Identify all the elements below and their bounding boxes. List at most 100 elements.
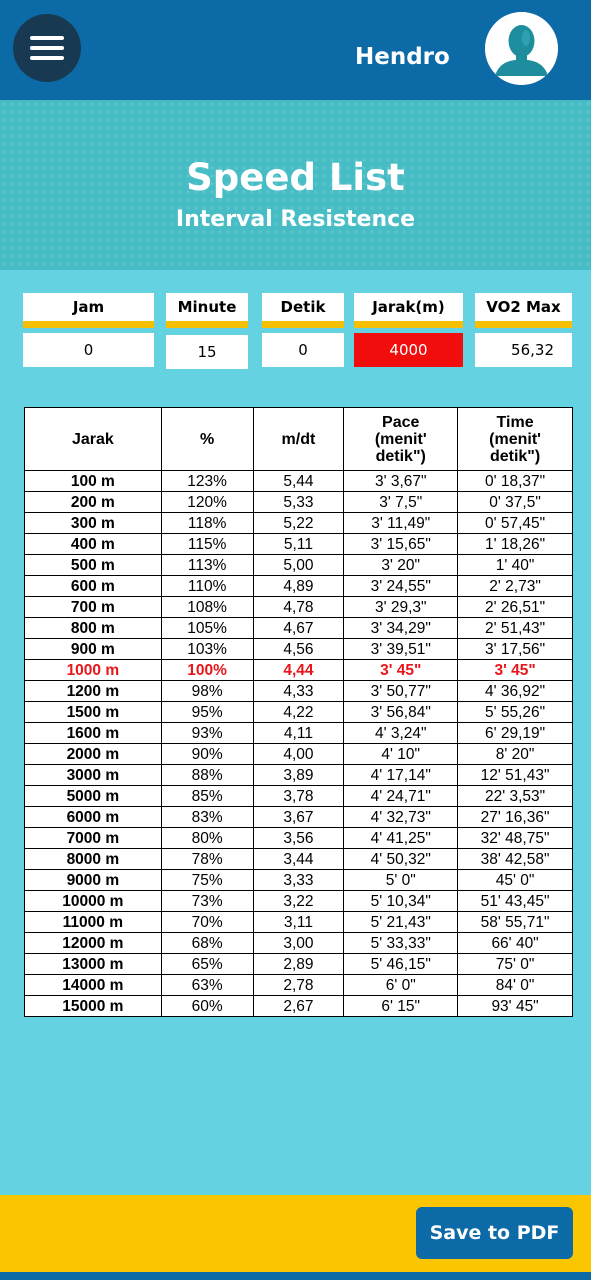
jam-field[interactable]: 0 xyxy=(23,333,154,367)
save-to-pdf-button[interactable]: Save to PDF xyxy=(416,1207,573,1259)
table-cell: 110% xyxy=(160,575,254,597)
table-cell: 3' 56,84" xyxy=(343,701,459,723)
table-cell: 11000 m xyxy=(24,911,162,933)
table-cell: 6000 m xyxy=(24,806,162,828)
table-cell: 400 m xyxy=(24,533,162,555)
speed-table: Jarak % m/dt Pace (menit' detik") Time (… xyxy=(24,407,573,1017)
table-cell: 3' 29,3" xyxy=(343,596,459,618)
table-cell: 45' 0" xyxy=(457,869,573,891)
table-cell: 3,22 xyxy=(252,890,345,912)
table-cell: 15000 m xyxy=(24,995,162,1017)
table-cell: 14000 m xyxy=(24,974,162,996)
username: Hendro xyxy=(355,44,450,70)
table-cell: 2,89 xyxy=(252,953,345,975)
table-cell: 75' 0" xyxy=(457,953,573,975)
table-cell: 118% xyxy=(160,512,254,534)
table-cell: 10000 m xyxy=(24,890,162,912)
table-cell: 32' 48,75" xyxy=(457,827,573,849)
table-cell: 93% xyxy=(160,722,254,744)
table-cell: 3,11 xyxy=(252,911,345,933)
table-cell: 98% xyxy=(160,680,254,702)
table-cell: 500 m xyxy=(24,554,162,576)
table-cell: 0' 57,45" xyxy=(457,512,573,534)
page-banner: Speed List Interval Resistence xyxy=(0,100,591,270)
minute-header: Minute xyxy=(166,293,248,328)
table-cell: 5,33 xyxy=(252,491,345,513)
table-cell: 58' 55,71" xyxy=(457,911,573,933)
table-cell: 3,78 xyxy=(252,785,345,807)
table-cell: 5' 10,34" xyxy=(343,890,459,912)
table-cell: 90% xyxy=(160,743,254,765)
app-header: Hendro xyxy=(0,0,591,100)
table-cell: 3' 39,51" xyxy=(343,638,459,660)
table-cell: 3' 15,65" xyxy=(343,533,459,555)
table-row: 8000 m 78% 3,44 4' 50,32" 38' 42,58" xyxy=(24,848,573,870)
column-header: Jarak xyxy=(24,407,162,471)
table-cell: 5' 55,26" xyxy=(457,701,573,723)
table-cell: 5000 m xyxy=(24,785,162,807)
table-row: 9000 m 75% 3,33 5' 0" 45' 0" xyxy=(24,869,573,891)
table-cell: 6' 29,19" xyxy=(457,722,573,744)
user-avatar-icon[interactable] xyxy=(485,12,558,85)
table-cell: 800 m xyxy=(24,617,162,639)
table-row: 2000 m 90% 4,00 4' 10" 8' 20" xyxy=(24,743,573,765)
table-cell: 4' 17,14" xyxy=(343,764,459,786)
table-cell: 1' 40" xyxy=(457,554,573,576)
table-row: 900 m 103% 4,56 3' 39,51" 3' 17,56" xyxy=(24,638,573,660)
detik-field[interactable]: 0 xyxy=(262,333,344,367)
table-row: 11000 m 70% 3,11 5' 21,43" 58' 55,71" xyxy=(24,911,573,933)
table-cell: 3' 20" xyxy=(343,554,459,576)
table-cell: 1200 m xyxy=(24,680,162,702)
table-cell: 4,89 xyxy=(252,575,345,597)
table-row: 5000 m 85% 3,78 4' 24,71" 22' 3,53" xyxy=(24,785,573,807)
table-cell: 66' 40" xyxy=(457,932,573,954)
table-cell: 600 m xyxy=(24,575,162,597)
table-cell: 3' 17,56" xyxy=(457,638,573,660)
bottom-strip xyxy=(0,1272,591,1280)
table-cell: 3' 45" xyxy=(343,659,459,681)
table-cell: 13000 m xyxy=(24,953,162,975)
detik-header: Detik xyxy=(262,293,344,328)
table-cell: 100 m xyxy=(24,470,162,492)
table-row: 200 m 120% 5,33 3' 7,5" 0' 37,5" xyxy=(24,491,573,513)
table-cell: 1500 m xyxy=(24,701,162,723)
table-cell: 1000 m xyxy=(24,659,162,681)
table-cell: 2' 51,43" xyxy=(457,617,573,639)
jam-header: Jam xyxy=(23,293,154,328)
table-cell: 51' 43,45" xyxy=(457,890,573,912)
menu-button[interactable] xyxy=(13,14,81,82)
table-cell: 93' 45" xyxy=(457,995,573,1017)
jarak-field[interactable]: 4000 xyxy=(354,333,463,367)
table-row: 800 m 105% 4,67 3' 34,29" 2' 51,43" xyxy=(24,617,573,639)
table-cell: 5' 33,33" xyxy=(343,932,459,954)
table-cell: 83% xyxy=(160,806,254,828)
table-cell: 27' 16,36" xyxy=(457,806,573,828)
table-cell: 4' 32,73" xyxy=(343,806,459,828)
table-cell: 5,22 xyxy=(252,512,345,534)
table-cell: 12000 m xyxy=(24,932,162,954)
table-row: 700 m 108% 4,78 3' 29,3" 2' 26,51" xyxy=(24,596,573,618)
column-header: Pace (menit' detik") xyxy=(343,407,459,471)
minute-field[interactable]: 15 xyxy=(166,335,248,369)
table-cell: 4,78 xyxy=(252,596,345,618)
table-cell: 7000 m xyxy=(24,827,162,849)
table-cell: 3,00 xyxy=(252,932,345,954)
table-cell: 5,11 xyxy=(252,533,345,555)
table-cell: 120% xyxy=(160,491,254,513)
column-header: m/dt xyxy=(252,407,345,471)
table-cell: 80% xyxy=(160,827,254,849)
table-cell: 3,56 xyxy=(252,827,345,849)
table-cell: 63% xyxy=(160,974,254,996)
table-cell: 65% xyxy=(160,953,254,975)
table-cell: 70% xyxy=(160,911,254,933)
table-row: 1200 m 98% 4,33 3' 50,77" 4' 36,92" xyxy=(24,680,573,702)
table-cell: 3000 m xyxy=(24,764,162,786)
table-cell: 3,89 xyxy=(252,764,345,786)
table-cell: 5' 46,15" xyxy=(343,953,459,975)
table-cell: 2' 2,73" xyxy=(457,575,573,597)
table-cell: 1' 18,26" xyxy=(457,533,573,555)
table-cell: 3' 34,29" xyxy=(343,617,459,639)
table-cell: 900 m xyxy=(24,638,162,660)
vo2max-header: VO2 Max xyxy=(475,293,572,328)
table-cell: 3' 3,67" xyxy=(343,470,459,492)
